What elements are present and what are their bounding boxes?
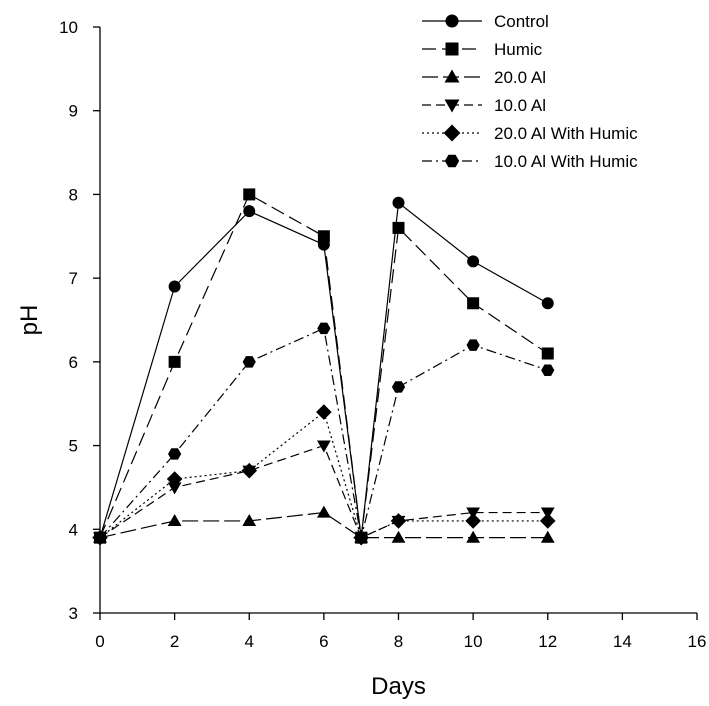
data-point-square bbox=[168, 355, 181, 368]
data-point-hexagon bbox=[93, 531, 107, 544]
x-tick-label: 14 bbox=[613, 632, 632, 651]
data-point-triangle-up bbox=[242, 514, 257, 527]
legend-label: Control bbox=[494, 12, 549, 31]
legend-item: Control bbox=[422, 12, 549, 31]
data-point-triangle-up bbox=[391, 530, 406, 543]
data-point-diamond bbox=[166, 471, 183, 487]
data-point-hexagon bbox=[168, 448, 182, 460]
data-point-diamond bbox=[316, 404, 332, 420]
data-point-circle bbox=[467, 255, 480, 268]
y-tick-label: 4 bbox=[69, 520, 78, 539]
data-point-triangle-up bbox=[540, 530, 555, 543]
axes: 3 4 5 6 7 8 9 10 0 2 4 6 8 10 12 14 16 bbox=[59, 18, 706, 651]
legend-item: 10.0 Al bbox=[422, 96, 546, 115]
data-point-diamond bbox=[539, 513, 556, 529]
legend-marker-triangle-down bbox=[444, 99, 460, 113]
y-tick-label: 5 bbox=[69, 437, 78, 456]
x-tick-label: 8 bbox=[394, 632, 403, 651]
data-point-hexagon bbox=[541, 364, 555, 376]
legend-label: 20.0 Al With Humic bbox=[494, 124, 638, 143]
legend-item: 10.0 Al With Humic bbox=[422, 152, 638, 171]
y-tick-label: 9 bbox=[69, 102, 78, 121]
y-tick-label: 8 bbox=[69, 185, 78, 204]
data-point-square bbox=[317, 230, 330, 243]
y-ticks: 3 4 5 6 7 8 9 10 bbox=[59, 18, 100, 623]
series-line bbox=[99, 201, 549, 538]
series-layer bbox=[92, 188, 556, 546]
legend-marker-square bbox=[445, 42, 459, 56]
data-point-triangle-up bbox=[167, 514, 182, 527]
data-point-circle bbox=[541, 297, 554, 310]
legend-marker-triangle-up bbox=[444, 69, 460, 83]
y-tick-label: 7 bbox=[69, 269, 78, 288]
data-point-triangle-down bbox=[316, 440, 331, 453]
x-tick-label: 4 bbox=[245, 632, 254, 651]
data-point-hexagon bbox=[466, 339, 480, 351]
series-line bbox=[99, 444, 548, 539]
data-point-circle bbox=[168, 280, 181, 293]
data-point-triangle-down bbox=[167, 482, 182, 495]
data-point-square bbox=[467, 297, 480, 310]
data-point-square bbox=[392, 221, 405, 234]
series-20-0-al bbox=[93, 505, 555, 543]
y-tick-label: 10 bbox=[59, 18, 78, 37]
data-point-triangle-up bbox=[466, 530, 481, 543]
x-tick-label: 12 bbox=[538, 632, 557, 651]
data-point-triangle-up bbox=[316, 505, 331, 518]
x-tick-label: 6 bbox=[319, 632, 328, 651]
series-10-0-al-with-humic bbox=[93, 322, 555, 544]
x-tick-label: 0 bbox=[95, 632, 104, 651]
series-line bbox=[99, 411, 548, 539]
series-line bbox=[99, 511, 548, 539]
legend: Control Humic 20.0 Al 10.0 Al 20.0 Al With H… bbox=[422, 12, 638, 171]
data-point-circle bbox=[392, 196, 405, 209]
legend-item: 20.0 Al bbox=[422, 68, 546, 87]
series-line bbox=[99, 193, 549, 538]
legend-marker-diamond bbox=[443, 124, 461, 142]
x-tick-label: 10 bbox=[464, 632, 483, 651]
data-point-diamond bbox=[465, 513, 481, 529]
legend-item: Humic bbox=[422, 40, 543, 59]
data-point-diamond bbox=[390, 513, 407, 529]
legend-label: 10.0 Al bbox=[494, 96, 546, 115]
y-axis-title: pH bbox=[16, 305, 43, 336]
legend-item: 20.0 Al With Humic bbox=[422, 124, 638, 143]
legend-label: 10.0 Al With Humic bbox=[494, 152, 638, 171]
x-ticks: 0 2 4 6 8 10 12 14 16 bbox=[95, 613, 706, 651]
data-point-square bbox=[243, 188, 256, 201]
legend-marker-circle bbox=[445, 14, 459, 28]
x-tick-label: 16 bbox=[688, 632, 707, 651]
data-point-hexagon bbox=[354, 531, 368, 544]
data-point-hexagon bbox=[391, 381, 406, 393]
data-point-hexagon bbox=[317, 322, 331, 335]
series-humic bbox=[94, 188, 554, 544]
legend-marker-hexagon bbox=[444, 154, 460, 168]
series-10-0-al bbox=[93, 440, 555, 545]
data-point-square bbox=[541, 347, 554, 360]
legend-label: 20.0 Al bbox=[494, 68, 546, 87]
data-point-circle bbox=[243, 205, 256, 218]
data-point-hexagon bbox=[242, 356, 256, 368]
x-axis-title: Days bbox=[371, 673, 426, 700]
series-control bbox=[94, 196, 554, 544]
y-tick-label: 3 bbox=[69, 604, 78, 623]
data-point-diamond bbox=[241, 462, 258, 479]
y-tick-label: 6 bbox=[69, 353, 78, 372]
legend-label: Humic bbox=[494, 40, 543, 59]
x-tick-label: 2 bbox=[170, 632, 179, 651]
